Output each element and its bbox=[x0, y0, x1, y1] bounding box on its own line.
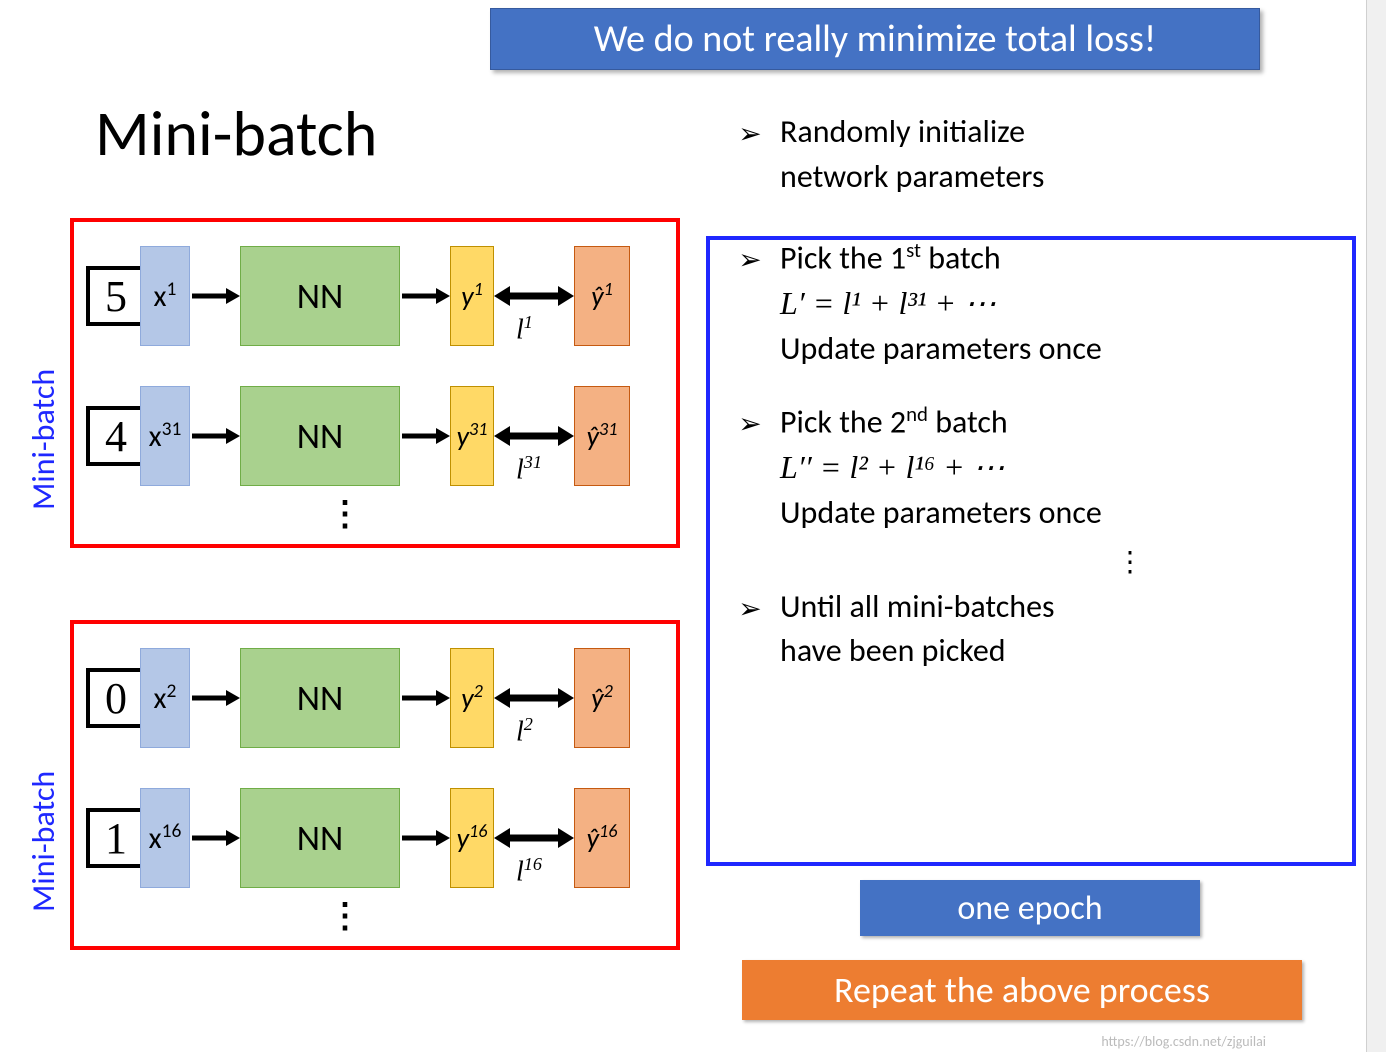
output-y: y16 bbox=[450, 788, 494, 888]
sample-row: 1 x16 NN y16 l16 ŷ16 bbox=[86, 788, 630, 888]
step-initialize: ➢ Randomly initializenetwork parameters bbox=[720, 110, 1340, 200]
double-arrow-icon: l2 bbox=[494, 686, 574, 710]
vertical-dots-icon: ⋮ bbox=[328, 494, 362, 535]
target-yhat: ŷ1 bbox=[574, 246, 630, 346]
output-y: y2 bbox=[450, 648, 494, 748]
digit-glyph: 4 bbox=[86, 406, 146, 466]
vertical-label-2: Mini-batch bbox=[24, 771, 63, 912]
target-yhat: ŷ31 bbox=[574, 386, 630, 486]
vertical-dots-icon: ⋮ bbox=[328, 896, 362, 937]
input-x: x16 bbox=[140, 788, 190, 888]
nn-block: NN bbox=[240, 386, 400, 486]
arrow-right-icon bbox=[190, 688, 240, 708]
arrow-right-icon bbox=[400, 286, 450, 306]
banner: We do not really minimize total loss! bbox=[490, 8, 1260, 70]
input-x: x31 bbox=[140, 386, 190, 486]
digit-glyph: 0 bbox=[86, 668, 146, 728]
epoch-frame bbox=[706, 236, 1356, 866]
double-arrow-icon: l1 bbox=[494, 284, 574, 308]
sample-row: 5 x1 NN y1 l1 ŷ1 bbox=[86, 246, 630, 346]
target-yhat: ŷ2 bbox=[574, 648, 630, 748]
digit-glyph: 1 bbox=[86, 808, 146, 868]
sample-row: 0 x2 NN y2 l2 ŷ2 bbox=[86, 648, 630, 748]
scrollbar-right[interactable] bbox=[1366, 0, 1386, 1052]
repeat-process-label: Repeat the above process bbox=[742, 960, 1302, 1020]
double-arrow-icon: l16 bbox=[494, 826, 574, 850]
arrow-right-icon bbox=[400, 688, 450, 708]
page-title: Mini-batch bbox=[95, 95, 377, 173]
arrow-right-icon bbox=[190, 828, 240, 848]
digit-glyph: 5 bbox=[86, 266, 146, 326]
input-x: x2 bbox=[140, 648, 190, 748]
loss-label: l16 bbox=[516, 854, 542, 888]
target-yhat: ŷ16 bbox=[574, 788, 630, 888]
vertical-label-1: Mini-batch bbox=[24, 369, 63, 510]
output-y: y1 bbox=[450, 246, 494, 346]
loss-label: l2 bbox=[516, 714, 533, 748]
loss-label: l31 bbox=[516, 452, 542, 486]
double-arrow-icon: l31 bbox=[494, 424, 574, 448]
arrow-right-icon bbox=[400, 828, 450, 848]
nn-block: NN bbox=[240, 648, 400, 748]
arrow-right-icon bbox=[190, 286, 240, 306]
one-epoch-label: one epoch bbox=[860, 880, 1200, 936]
loss-label: l1 bbox=[516, 312, 533, 346]
output-y: y31 bbox=[450, 386, 494, 486]
watermark: https://blog.csdn.net/zjguilai bbox=[1101, 1033, 1266, 1050]
input-x: x1 bbox=[140, 246, 190, 346]
arrow-right-icon bbox=[190, 426, 240, 446]
arrow-right-icon bbox=[400, 426, 450, 446]
nn-block: NN bbox=[240, 246, 400, 346]
bullet-icon: ➢ bbox=[720, 110, 780, 151]
sample-row: 4 x31 NN y31 l31 ŷ31 bbox=[86, 386, 630, 486]
nn-block: NN bbox=[240, 788, 400, 888]
